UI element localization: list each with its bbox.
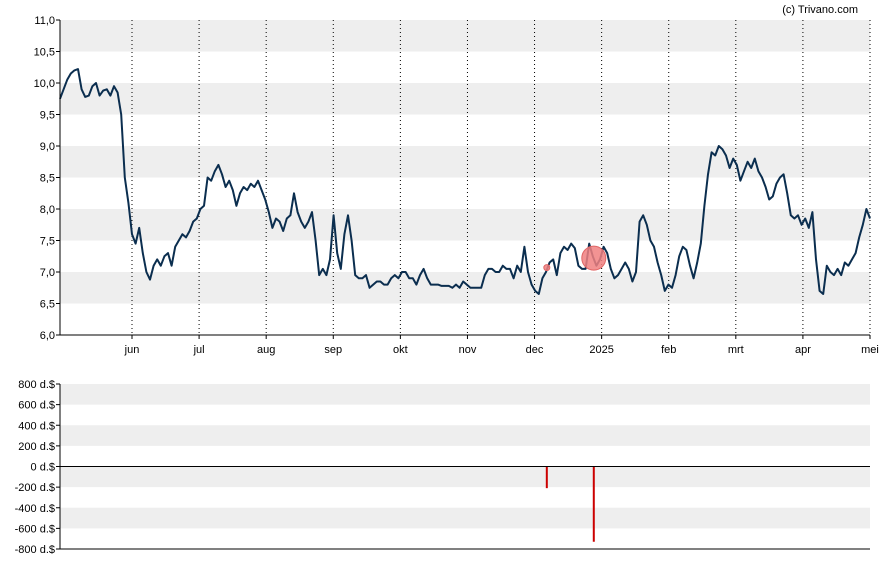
y-tick-label: 9,0 [40, 141, 55, 153]
volume-y-tick-label: -400 d.$ [15, 503, 55, 515]
x-tick-label: 2025 [589, 344, 613, 356]
volume-grid-bands [60, 384, 870, 529]
y-tick-label: 8,0 [40, 204, 55, 216]
y-tick-label: 10,5 [34, 47, 55, 59]
volume-y-tick-label: 0 d.$ [31, 462, 55, 474]
volume-y-tick-label: -200 d.$ [15, 482, 55, 494]
price-series [59, 68, 871, 295]
y-tick-label: 10,0 [34, 78, 55, 90]
volume-band [60, 384, 870, 405]
volume-y-tick-label: 200 d.$ [18, 441, 55, 453]
volume-y-tick-label: 600 d.$ [18, 400, 55, 412]
trade-marker [581, 245, 607, 271]
volume-band [60, 425, 870, 446]
price-line [59, 68, 871, 295]
x-tick-label: mei [861, 344, 879, 356]
volume-y-tick-label: -800 d.$ [15, 544, 55, 556]
price-chart-panel: 6,0 6,5 7,0 7,5 8,0 8,5 9,0 9,5 10,0 10,5 11,0 jun… [34, 15, 879, 356]
price-y-tick-labels: 6,0 6,5 7,0 7,5 8,0 8,5 9,0 9,5 10,0 10,5 11,0 [34, 15, 60, 342]
price-band [60, 209, 870, 241]
x-tick-label: feb [661, 344, 676, 356]
y-tick-label: 7,5 [40, 236, 55, 248]
y-tick-label: 6,5 [40, 299, 55, 311]
x-tick-label: aug [257, 344, 275, 356]
price-x-tick-labels: jun jul aug sep okt nov dec 2025 feb mrt apr mei [124, 344, 879, 356]
volume-chart-panel: 800 d.$ 600 d.$ 400 d.$ 200 d.$ 0 d.$ -200 d.… [15, 379, 870, 556]
volume-y-tick-label: 800 d.$ [18, 379, 55, 391]
y-tick-label: 7,0 [40, 267, 55, 279]
y-tick-label: 9,5 [40, 110, 55, 122]
volume-band [60, 507, 870, 529]
y-tick-label: 8,5 [40, 173, 55, 185]
x-tick-label: okt [393, 344, 408, 356]
price-vertical-gridlines [131, 20, 871, 339]
volume-band [60, 466, 870, 488]
y-tick-label: 11,0 [34, 15, 55, 27]
x-tick-label: jul [193, 344, 205, 356]
price-band [60, 20, 870, 52]
x-tick-label: nov [459, 344, 477, 356]
volume-bars [545, 466, 595, 542]
x-tick-label: sep [324, 344, 342, 356]
credit-text: (c) Trivano.com [782, 4, 858, 16]
volume-y-tick-label: -600 d.$ [15, 523, 55, 535]
x-tick-label: apr [795, 344, 811, 356]
volume-y-tick-label: 400 d.$ [18, 420, 55, 432]
x-tick-label: jun [124, 344, 140, 356]
price-grid-bands [60, 20, 870, 304]
price-band [60, 83, 870, 115]
volume-y-tick-labels: 800 d.$ 600 d.$ 400 d.$ 200 d.$ 0 d.$ -200 d.… [15, 379, 60, 556]
y-tick-label: 6,0 [40, 330, 55, 342]
trade-marker [543, 264, 551, 272]
x-tick-label: dec [526, 344, 544, 356]
price-band [60, 272, 870, 304]
x-tick-label: mrt [728, 344, 744, 356]
trade-markers [543, 245, 607, 272]
